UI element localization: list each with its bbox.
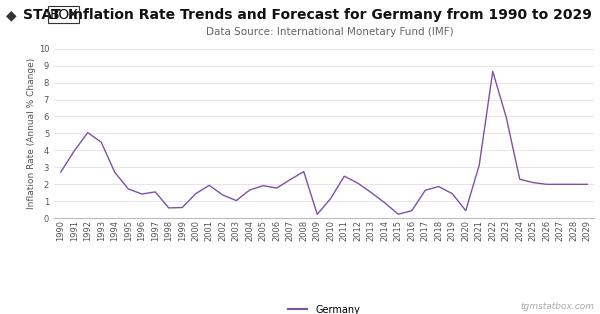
Text: Data Source: International Monetary Fund (IMF): Data Source: International Monetary Fund…	[206, 27, 454, 37]
Y-axis label: Inflation Rate (Annual % Change): Inflation Rate (Annual % Change)	[27, 58, 36, 209]
Text: BOX: BOX	[49, 8, 78, 22]
Text: ◆: ◆	[6, 8, 17, 22]
Text: tgmstatbox.com: tgmstatbox.com	[520, 302, 594, 311]
Text: STAT: STAT	[23, 8, 61, 22]
Text: Inflation Rate Trends and Forecast for Germany from 1990 to 2029: Inflation Rate Trends and Forecast for G…	[68, 8, 592, 22]
Legend: Germany: Germany	[284, 301, 364, 314]
